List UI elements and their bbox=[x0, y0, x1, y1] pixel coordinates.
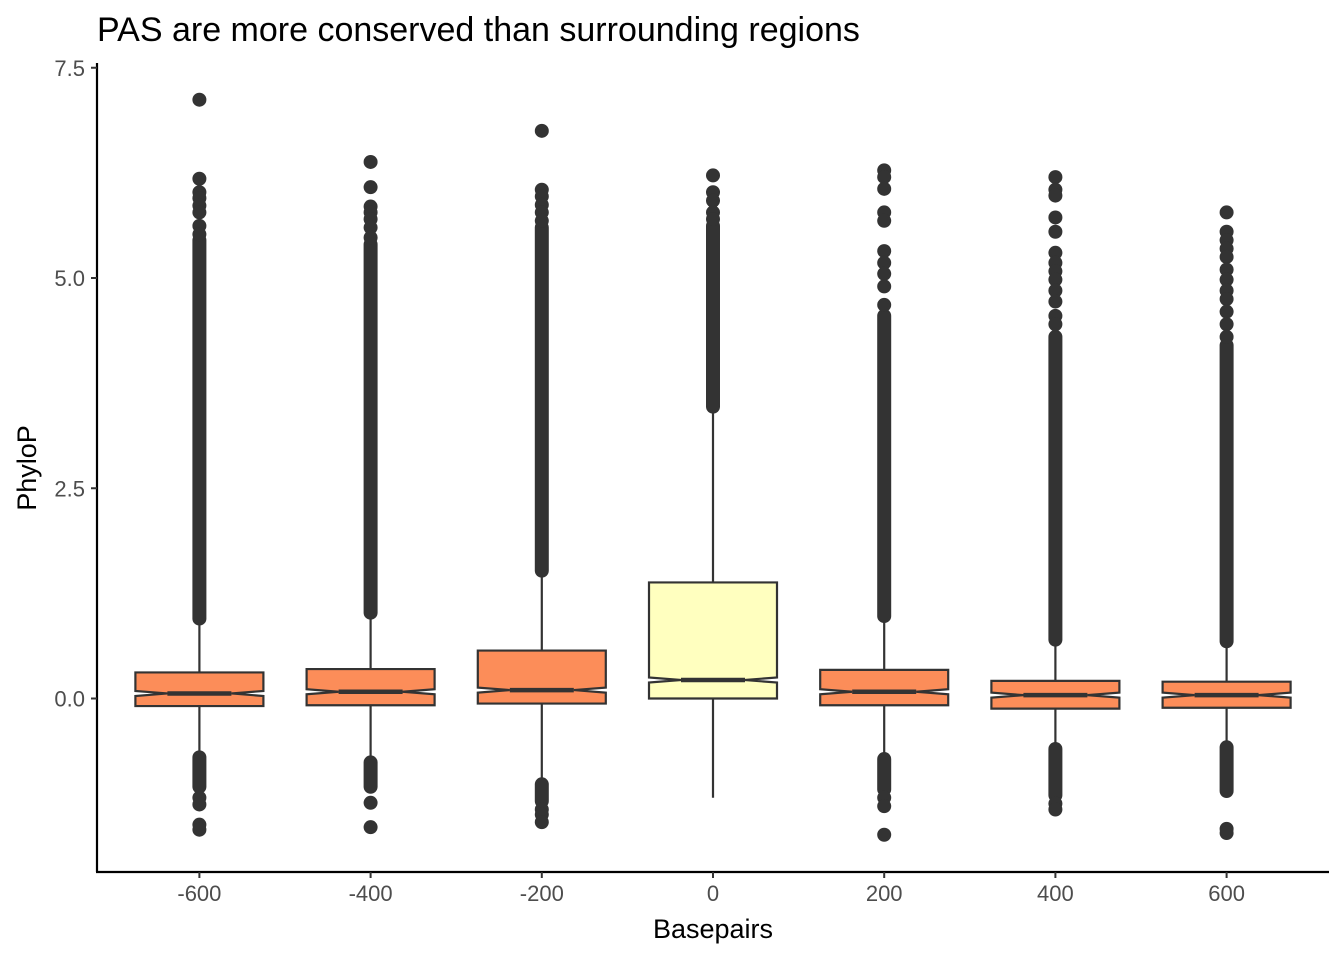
box-body bbox=[305, 667, 436, 707]
outlier-point bbox=[1219, 329, 1234, 344]
plot-area bbox=[134, 92, 1292, 842]
outlier-point bbox=[1219, 826, 1234, 841]
outlier-point bbox=[877, 181, 892, 196]
outlier-point bbox=[877, 170, 892, 185]
outlier-point bbox=[1048, 210, 1063, 225]
outlier-band bbox=[1048, 329, 1063, 647]
box-group bbox=[305, 154, 436, 835]
outlier-point bbox=[877, 827, 892, 842]
outlier-point bbox=[534, 815, 549, 830]
outlier-point bbox=[1219, 317, 1234, 332]
outlier-point bbox=[877, 213, 892, 228]
y-tick-label: 7.5 bbox=[54, 56, 85, 81]
outlier-point bbox=[1048, 317, 1063, 332]
outlier-point bbox=[706, 193, 720, 208]
x-axis-ticks: -600 -400 -200 0 200 400 600 bbox=[177, 872, 1245, 906]
outlier-point bbox=[534, 213, 549, 228]
box-body bbox=[476, 649, 607, 705]
outlier-point bbox=[363, 154, 378, 169]
outlier-band bbox=[1219, 740, 1234, 799]
outlier-point bbox=[706, 168, 720, 183]
outlier-point bbox=[1048, 224, 1063, 239]
outlier-point bbox=[1219, 272, 1234, 287]
outlier-band bbox=[1219, 338, 1234, 649]
outlier-point bbox=[1219, 205, 1234, 220]
outlier-band bbox=[192, 233, 207, 626]
box-group bbox=[476, 123, 607, 830]
box-body bbox=[134, 671, 265, 708]
outlier-point bbox=[1048, 294, 1063, 309]
outlier-point bbox=[706, 212, 720, 227]
outlier-point bbox=[877, 266, 892, 281]
outlier-band bbox=[192, 750, 207, 794]
box-group bbox=[134, 92, 265, 837]
outlier-point bbox=[1048, 170, 1063, 185]
outlier-point bbox=[192, 227, 207, 242]
outlier-point bbox=[1219, 304, 1234, 319]
outlier-point bbox=[192, 797, 207, 812]
box-group bbox=[990, 170, 1121, 817]
outlier-point bbox=[877, 799, 892, 814]
outlier-point bbox=[1048, 802, 1063, 817]
x-tick-label: 200 bbox=[866, 881, 903, 906]
outlier-band bbox=[534, 777, 549, 809]
outlier-band bbox=[363, 237, 378, 620]
outlier-point bbox=[363, 180, 378, 195]
x-tick-label: 0 bbox=[707, 881, 719, 906]
box-body bbox=[819, 668, 950, 707]
outlier-point bbox=[1048, 272, 1063, 287]
outlier-point bbox=[192, 92, 207, 107]
chart-title: PAS are more conserved than surrounding … bbox=[97, 11, 860, 49]
outlier-point bbox=[1219, 292, 1234, 307]
x-tick-label: -600 bbox=[177, 881, 221, 906]
outlier-band bbox=[877, 752, 892, 797]
outlier-point bbox=[1219, 249, 1234, 264]
outlier-point bbox=[192, 171, 207, 186]
x-tick-label: -200 bbox=[520, 881, 564, 906]
outlier-point bbox=[1219, 262, 1234, 277]
outlier-point bbox=[192, 205, 207, 220]
box-group bbox=[647, 168, 779, 798]
y-tick-label: 2.5 bbox=[54, 476, 85, 501]
y-axis-title: PhyloP bbox=[12, 425, 42, 511]
y-tick-label: 0.0 bbox=[54, 687, 85, 712]
outlier-point bbox=[877, 297, 892, 312]
outlier-band bbox=[534, 220, 549, 578]
outlier-point bbox=[534, 123, 549, 138]
outlier-band bbox=[706, 218, 720, 414]
outlier-point bbox=[877, 279, 892, 294]
outlier-point bbox=[363, 220, 378, 235]
y-axis-ticks: 0.0 2.5 5.0 7.5 bbox=[54, 56, 97, 712]
outlier-point bbox=[1048, 283, 1063, 298]
outlier-point bbox=[192, 822, 207, 837]
outlier-point bbox=[363, 230, 378, 245]
outlier-point bbox=[1048, 188, 1063, 203]
x-axis-title: Basepairs bbox=[653, 914, 773, 944]
y-tick-label: 5.0 bbox=[54, 266, 85, 291]
box-group bbox=[819, 163, 950, 842]
box-body bbox=[647, 581, 779, 700]
outlier-point bbox=[363, 795, 378, 810]
outlier-band bbox=[877, 308, 892, 624]
x-tick-label: -400 bbox=[349, 881, 393, 906]
outlier-point bbox=[1048, 245, 1063, 260]
box-group bbox=[1161, 205, 1292, 841]
outlier-point bbox=[877, 255, 892, 270]
outlier-point bbox=[363, 820, 378, 835]
x-tick-label: 400 bbox=[1037, 881, 1074, 906]
outlier-point bbox=[877, 244, 892, 259]
outlier-band bbox=[363, 755, 378, 794]
x-tick-label: 600 bbox=[1208, 881, 1245, 906]
outlier-band bbox=[1048, 741, 1063, 803]
